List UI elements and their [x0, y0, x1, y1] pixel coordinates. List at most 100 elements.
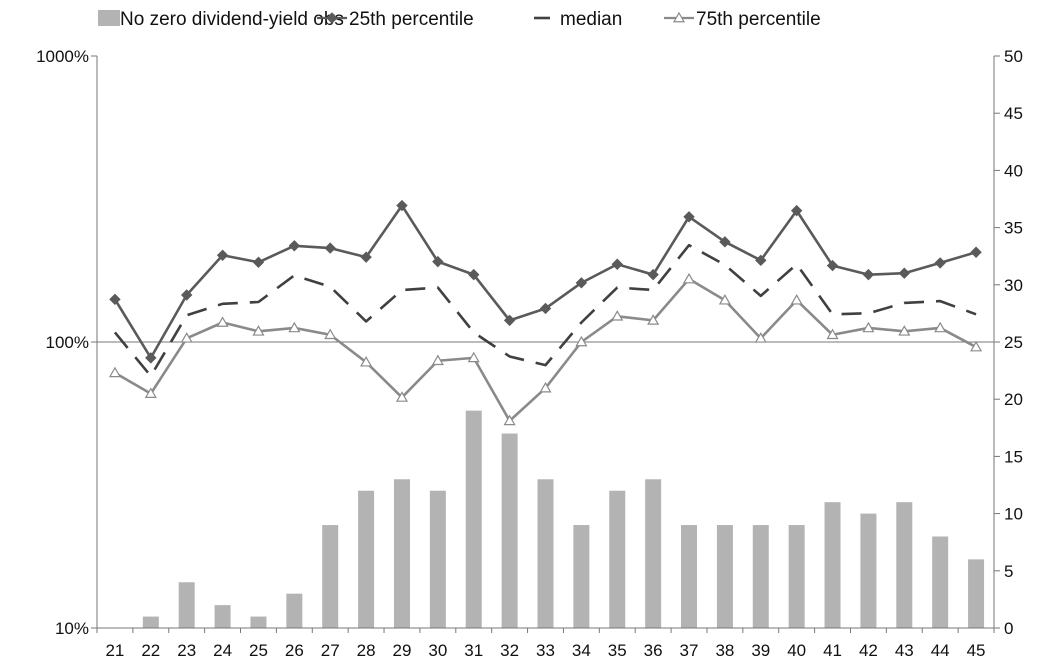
point-p25-42 [862, 268, 875, 281]
point-p25-37 [683, 211, 695, 223]
right-axis-tick-label: 20 [1004, 390, 1023, 409]
point-p25-45 [970, 246, 982, 258]
bar-44 [932, 536, 949, 628]
x-axis-tick-label: 44 [931, 641, 950, 660]
legend-swatch-bars [98, 10, 120, 26]
point-p25-38 [719, 236, 731, 248]
point-p25-33 [539, 302, 552, 315]
bar-series [142, 410, 985, 628]
point-p75-32 [503, 414, 516, 426]
point-p25-28 [360, 251, 372, 263]
bar-38 [716, 525, 733, 628]
x-axis-tick-label: 29 [393, 641, 412, 660]
x-axis-tick-label: 30 [428, 641, 447, 660]
right-axis-tick-label: 10 [1004, 505, 1023, 524]
point-p75-35 [611, 310, 624, 321]
legend-item: No zero dividend-yield obs [98, 9, 344, 30]
series-line-p75 [114, 277, 977, 423]
bar-24 [214, 605, 231, 628]
x-axis-tick-label: 35 [608, 641, 627, 660]
x-axis-tick-label: 45 [967, 641, 986, 660]
point-p25-22 [145, 352, 157, 364]
point-p75-24 [216, 316, 229, 327]
point-p75-23 [180, 332, 193, 343]
point-p25-27 [324, 242, 336, 254]
bar-36 [645, 479, 662, 628]
point-p25-35 [611, 258, 623, 270]
bar-41 [824, 502, 841, 628]
point-p75-30 [431, 354, 444, 366]
right-axis-tick-label: 25 [1004, 333, 1023, 352]
right-axis-tick-label: 45 [1004, 104, 1023, 123]
bar-22 [142, 616, 159, 628]
legend-label: 75th percentile [696, 9, 821, 30]
x-axis-tick-label: 28 [357, 641, 376, 660]
point-p75-45 [970, 340, 983, 352]
point-p75-43 [898, 325, 911, 336]
legend-label: median [560, 9, 622, 30]
point-p75-27 [324, 328, 337, 340]
legend-label: No zero dividend-yield obs [120, 9, 344, 30]
x-axis-tick-label: 33 [536, 641, 555, 660]
point-p25-30 [432, 255, 444, 268]
bar-34 [573, 525, 590, 628]
x-axis-tick-label: 34 [572, 641, 591, 660]
legend-item: median [534, 9, 622, 30]
bar-33 [537, 479, 554, 628]
point-p25-21 [109, 293, 121, 306]
x-axis-tick-label: 41 [823, 641, 842, 660]
point-p25-31 [468, 268, 480, 281]
point-p25-26 [288, 240, 301, 252]
point-p75-33 [539, 381, 552, 393]
point-p25-43 [898, 267, 911, 279]
point-p75-40 [790, 293, 803, 305]
right-axis-tick-label: 40 [1004, 161, 1023, 180]
point-p75-26 [288, 321, 301, 333]
x-axis-tick-label: 32 [500, 641, 519, 660]
axes [91, 55, 1000, 633]
x-axis-tick-label: 39 [751, 641, 770, 660]
point-p75-31 [467, 351, 480, 363]
x-axis-tick-label: 22 [141, 641, 160, 660]
point-p25-34 [575, 277, 588, 289]
tick-labels: 10% 100% 1000% 0 5 10 15 20 25 30 35 40 45 50 21 22 23 24… [36, 47, 1023, 660]
point-p25-41 [826, 259, 839, 272]
legend-label: 25th percentile [349, 9, 474, 30]
point-p75-37 [682, 272, 696, 284]
point-p75-29 [395, 391, 409, 402]
x-axis-tick-label: 38 [715, 641, 734, 660]
legend-marker-p25 [326, 12, 338, 24]
point-p75-39 [754, 332, 767, 343]
line-series [108, 199, 983, 426]
bar-42 [860, 513, 877, 628]
bar-35 [609, 490, 626, 628]
x-axis-tick-label: 21 [105, 641, 124, 660]
right-axis-tick-label: 0 [1004, 619, 1013, 638]
bar-32 [501, 433, 518, 628]
bar-26 [286, 593, 303, 628]
x-axis-tick-label: 26 [285, 641, 304, 660]
bar-23 [178, 582, 195, 628]
right-axis-tick-label: 50 [1004, 47, 1023, 66]
bar-29 [393, 479, 410, 628]
x-axis-tick-label: 25 [249, 641, 268, 660]
bar-40 [788, 525, 805, 628]
legend-item: 75th percentile [664, 9, 821, 30]
point-p75-36 [647, 314, 660, 325]
point-p25-32 [503, 314, 516, 327]
x-axis-tick-label: 36 [644, 641, 663, 660]
point-p75-34 [575, 335, 588, 347]
point-p25-23 [180, 289, 193, 301]
left-axis-tick-label: 100% [46, 333, 89, 352]
point-p75-21 [108, 366, 121, 378]
point-p25-24 [216, 249, 229, 261]
right-axis-tick-label: 30 [1004, 276, 1023, 295]
left-axis-tick-label: 10% [55, 619, 89, 638]
right-axis-tick-label: 35 [1004, 219, 1023, 238]
bar-30 [429, 490, 446, 628]
legend-item: 25th percentile [317, 9, 474, 30]
bar-43 [896, 502, 913, 628]
x-axis-tick-label: 42 [859, 641, 878, 660]
point-p75-41 [826, 328, 839, 340]
